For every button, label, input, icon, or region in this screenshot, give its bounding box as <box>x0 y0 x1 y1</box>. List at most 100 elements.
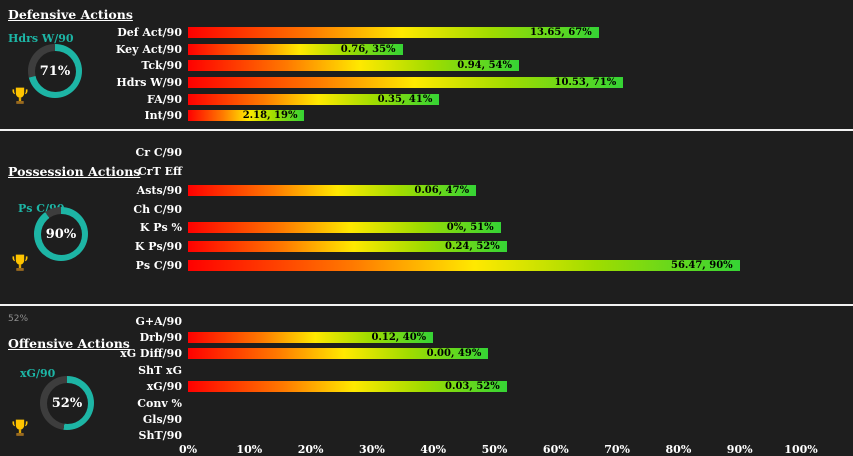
x-axis: 0% 10% 20% 30% 40% 50% 60% 70% 80% 90% 100% <box>179 443 818 456</box>
bar: 2.18, 19% <box>188 110 305 122</box>
bar-row: Key Act/90 0.76, 35% <box>0 41 801 58</box>
bar: 0.76, 35% <box>188 43 403 55</box>
row-label: Ps C/90 <box>135 259 182 273</box>
bar-track <box>188 204 801 215</box>
row-label: Hdrs W/90 <box>116 75 182 89</box>
row-label: Gls/90 <box>142 412 182 426</box>
gauge: 71% <box>28 44 82 98</box>
x-tick: 50% <box>481 443 508 456</box>
bar: 13.65, 67% <box>188 26 599 38</box>
bar-value-label: 0.00, 49% <box>426 348 482 360</box>
bar: 10.53, 71% <box>188 76 624 88</box>
row-label: ShT/90 <box>138 429 182 443</box>
gauge-value: 90% <box>45 226 77 242</box>
x-tick: 20% <box>297 443 324 456</box>
bar-track: 0.24, 52% <box>188 241 801 253</box>
bar-track: 0.12, 40% <box>188 332 801 344</box>
bar-track <box>188 398 801 409</box>
x-tick: 80% <box>665 443 692 456</box>
bar-row: K Ps % 0%, 51% <box>0 218 801 237</box>
section-title: Defensive Actions <box>8 7 133 22</box>
bar-value-label: 0.24, 52% <box>445 241 500 253</box>
bar-track: 10.53, 71% <box>188 76 801 88</box>
bar-track: 0%, 51% <box>188 222 801 234</box>
x-tick: 70% <box>604 443 630 456</box>
row-label: Drb/90 <box>139 331 182 345</box>
bar-row: Gls/90 <box>0 411 801 427</box>
x-tick: 0% <box>178 443 198 456</box>
bar-track: 56.47, 90% <box>188 260 801 272</box>
bar-row: Drb/90 0.12, 40% <box>0 329 801 345</box>
x-tick: 100% <box>784 443 818 456</box>
bar-value-label: 0.12, 40% <box>371 332 427 344</box>
bar-track <box>188 414 801 425</box>
bar: 0.06, 47% <box>188 184 477 196</box>
bar-track <box>188 166 801 177</box>
bar: 0%, 51% <box>188 222 501 234</box>
bar-value-label: 0.06, 47% <box>414 184 470 196</box>
row-label: Conv % <box>137 396 182 410</box>
gauge-hole: 71% <box>34 50 76 92</box>
x-tick: 10% <box>236 443 263 456</box>
bar-row: Ps C/90 56.47, 90% <box>0 256 801 275</box>
bar-row: Tck/90 0.94, 54% <box>0 57 801 74</box>
bar-row: Conv % <box>0 395 801 411</box>
bar-row: xG Diff/90 0.00, 49% <box>0 346 801 362</box>
row-label: Cr C/90 <box>135 145 182 159</box>
bar-track <box>188 316 801 327</box>
gauge-hole: 52% <box>46 382 88 424</box>
bar-row: Int/90 2.18, 19% <box>0 107 801 124</box>
bar-value-label: 0.94, 54% <box>457 60 513 72</box>
bar-value-label: 56.47, 90% <box>670 260 733 272</box>
bar-track: 2.18, 19% <box>188 110 801 122</box>
gauge: 90% <box>34 207 88 261</box>
bar-track: 0.76, 35% <box>188 43 801 55</box>
bar-row: K Ps/90 0.24, 52% <box>0 237 801 256</box>
gauge-ring: 71% <box>28 44 82 98</box>
bar-track: 0.03, 52% <box>188 381 801 393</box>
trophy-icon <box>12 254 28 271</box>
bar-track: 0.06, 47% <box>188 184 801 196</box>
bar-value-label: 0.03, 52% <box>445 381 500 393</box>
section-divider <box>0 304 853 306</box>
gauge-label: xG/90 <box>20 367 56 380</box>
trophy-icon <box>12 419 28 436</box>
gauge-ring: 90% <box>34 207 88 261</box>
row-label: Key Act/90 <box>115 42 182 56</box>
bar-rows: Cr C/90 CrT Eff Asts/90 0.06, 47% Ch C/9… <box>0 143 801 275</box>
bar-rows: Def Act/90 13.65, 67% Key Act/90 0.76, 3… <box>0 24 801 124</box>
bar: 0.94, 54% <box>188 60 520 72</box>
row-label: K Ps % <box>139 221 182 235</box>
bar: 0.00, 49% <box>188 348 489 360</box>
bar: 56.47, 90% <box>188 260 740 272</box>
x-tick: 40% <box>420 443 447 456</box>
row-label: Ch C/90 <box>133 202 182 216</box>
bar-value-label: 0%, 51% <box>446 222 494 234</box>
gauge-ring: 52% <box>40 376 94 430</box>
row-label: K Ps/90 <box>134 240 182 254</box>
bar: 0.03, 52% <box>188 381 507 393</box>
bar-row: Def Act/90 13.65, 67% <box>0 24 801 41</box>
gauge-label: Hdrs W/90 <box>8 32 74 45</box>
bar: 0.12, 40% <box>188 332 434 344</box>
bar-row: ShT/90 <box>0 428 801 444</box>
bar-track <box>188 430 801 441</box>
bar-row: Cr C/90 <box>0 143 801 162</box>
section: Possession Actions Ps C/90 90% Cr C/90 C… <box>0 131 853 304</box>
row-label: Tck/90 <box>141 59 182 73</box>
x-tick: 30% <box>359 443 385 456</box>
row-label: xG/90 <box>146 380 182 394</box>
bar-rows: G+A/90 Drb/90 0.12, 40% xG Diff/90 0.00,… <box>0 313 801 444</box>
gauge-value: 52% <box>51 395 83 411</box>
x-tick: 60% <box>542 443 569 456</box>
bar-value-label: 10.53, 71% <box>554 76 617 88</box>
bar-track: 0.35, 41% <box>188 93 801 105</box>
bar-value-label: 0.35, 41% <box>377 93 433 105</box>
bar-row: xG/90 0.03, 52% <box>0 379 801 395</box>
bar-value-label: 13.65, 67% <box>530 26 592 38</box>
bar-track <box>188 147 801 158</box>
bar-track: 13.65, 67% <box>188 26 801 38</box>
row-label: G+A/90 <box>135 314 182 328</box>
section-title: Offensive Actions <box>8 336 130 351</box>
